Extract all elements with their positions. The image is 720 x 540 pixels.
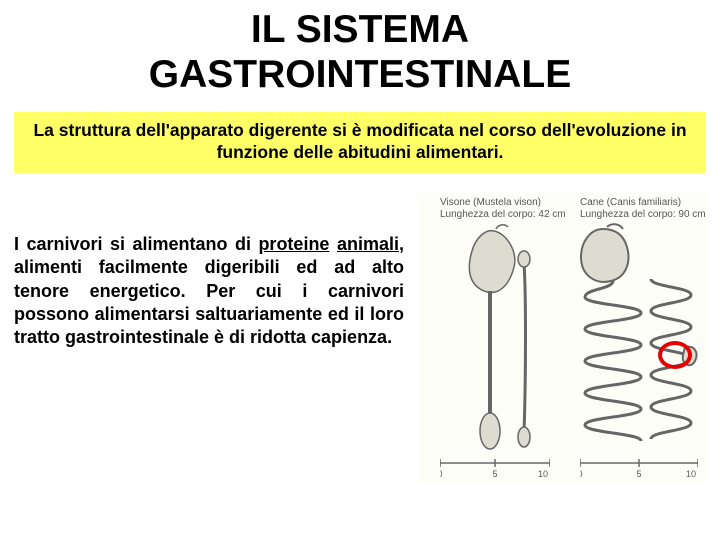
para-lead: I carnivori si alimentano di — [14, 234, 258, 254]
svg-text:5: 5 — [492, 469, 497, 479]
diagram-label-visone-species: Visone (Mustela vison) — [440, 197, 541, 208]
body-paragraph: I carnivori si alimentano di proteine an… — [14, 233, 404, 483]
svg-text:5: 5 — [636, 469, 641, 479]
para-gap — [329, 234, 336, 254]
title-line-1: IL SISTEMA — [251, 8, 469, 51]
subtitle-highlight-box: La struttura dell'apparato digerente si … — [14, 112, 706, 174]
scale-bar-right-icon: 0 5 10 — [580, 459, 698, 479]
svg-text:0: 0 — [580, 469, 583, 479]
svg-text:10: 10 — [538, 469, 548, 479]
diagram-label-cane-length: Lunghezza del corpo: 90 cm — [580, 209, 706, 220]
anatomy-diagram: Visone (Mustela vison) Lunghezza del cor… — [418, 193, 708, 483]
content-row: I carnivori si alimentano di proteine an… — [0, 233, 720, 483]
subtitle-text: La struttura dell'apparato digerente si … — [26, 120, 694, 164]
cane-anatomy-icon — [573, 223, 703, 453]
svg-text:10: 10 — [686, 469, 696, 479]
para-underline-proteine: proteine — [258, 234, 329, 254]
diagram-label-visone-length: Lunghezza del corpo: 42 cm — [440, 209, 566, 220]
scale-bar-left-icon: 0 5 10 — [440, 459, 550, 479]
diagram-label-cane-species: Cane (Canis familiaris) — [580, 197, 681, 208]
svg-text:0: 0 — [440, 469, 443, 479]
diagram-column: Visone (Mustela vison) Lunghezza del cor… — [404, 233, 708, 483]
title-line-2: GASTROINTESTINALE — [149, 53, 572, 96]
para-underline-animali: animali — [337, 234, 399, 254]
page-title: IL SISTEMA GASTROINTESTINALE — [0, 0, 720, 108]
visone-anatomy-icon — [436, 223, 556, 453]
